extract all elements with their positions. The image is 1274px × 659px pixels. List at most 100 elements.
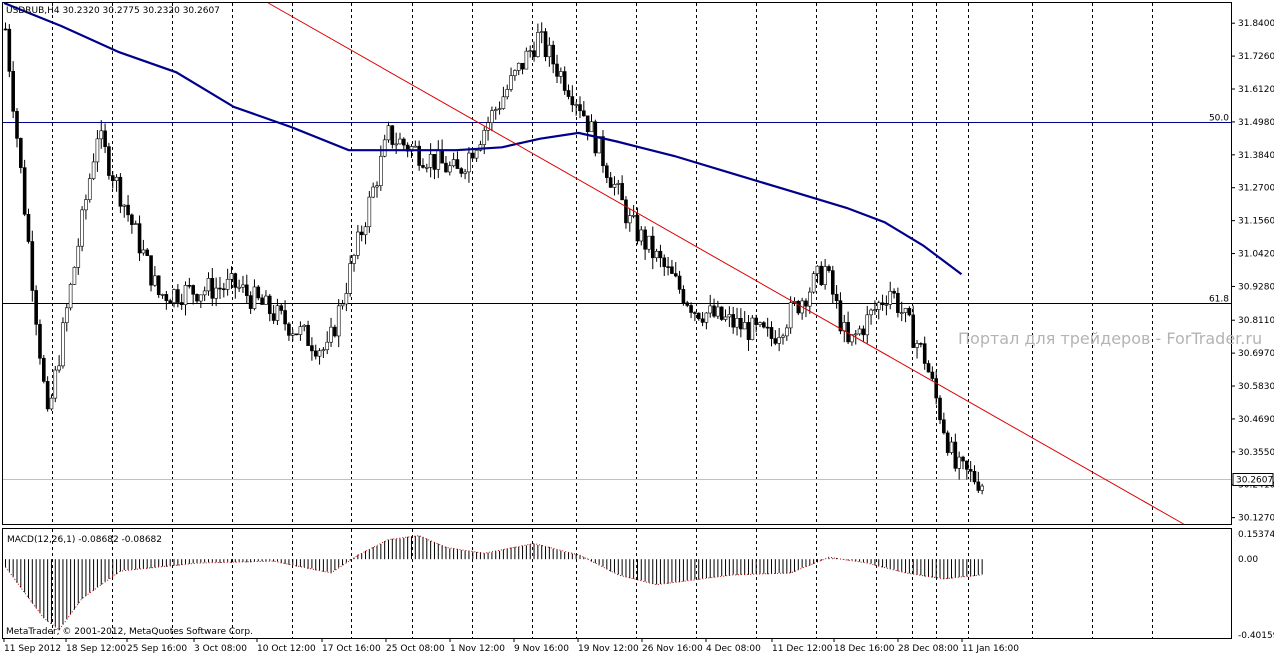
candle-body — [126, 204, 130, 216]
candle — [241, 275, 245, 294]
y-tick-label: 31.0420 — [1238, 250, 1274, 260]
candle-body — [302, 324, 307, 327]
candle — [329, 317, 333, 347]
x-tick-label: 28 Dec 08:00 — [898, 644, 959, 654]
macd-header: MACD(12,26,1) -0.08682 -0.08682 — [7, 535, 162, 545]
candle-body — [769, 327, 774, 339]
candle — [754, 314, 758, 333]
candle — [133, 220, 138, 225]
y-tick-label: 30.4690 — [1238, 415, 1274, 425]
candle — [693, 311, 697, 322]
candle-body — [444, 162, 448, 173]
candle-body — [11, 71, 15, 112]
candle-body — [673, 273, 678, 277]
candle — [22, 159, 27, 217]
candle — [53, 365, 58, 403]
candle-body — [876, 302, 881, 310]
x-tick-label: 10 Oct 12:00 — [257, 644, 316, 654]
candle — [493, 106, 498, 120]
candle-body — [156, 275, 161, 295]
x-tick-label: 25 Sep 16:00 — [127, 644, 187, 654]
candle — [417, 140, 421, 171]
candle-body — [114, 176, 119, 181]
candle — [424, 163, 429, 173]
candle — [922, 336, 927, 370]
candle-body — [153, 275, 157, 286]
candle-body — [528, 50, 533, 52]
candle — [516, 62, 521, 76]
y-tick-label: 30.1270 — [1238, 514, 1274, 524]
candle-body — [133, 223, 138, 225]
candle — [237, 279, 241, 292]
candle — [777, 328, 781, 352]
candle — [662, 254, 667, 276]
candle-body — [601, 136, 605, 167]
candle — [279, 303, 284, 315]
candle-body — [432, 153, 437, 170]
candle-body — [589, 121, 594, 133]
macd-panel[interactable] — [2, 528, 1232, 639]
candle-body — [765, 326, 770, 329]
x-tick-label: 11 Dec 12:00 — [772, 644, 833, 654]
candle-body — [930, 371, 935, 379]
candle — [582, 101, 586, 117]
candle-body — [620, 183, 624, 201]
candle — [980, 483, 984, 495]
candle-body — [972, 470, 977, 483]
candle — [467, 146, 471, 183]
candle-body — [742, 322, 747, 330]
candle-body — [68, 284, 73, 309]
candle-body — [294, 333, 299, 336]
candle — [344, 282, 349, 312]
candle-body — [248, 295, 253, 309]
candle — [911, 305, 916, 348]
candle-body — [41, 357, 46, 382]
candle-body — [555, 63, 559, 77]
candle — [627, 208, 632, 232]
candle — [666, 256, 670, 276]
candle — [214, 277, 218, 307]
candle-body — [597, 136, 601, 154]
candle-body — [72, 267, 77, 285]
candle — [926, 360, 931, 373]
candle — [15, 108, 19, 148]
candle-body — [333, 326, 337, 337]
x-tick-label: 1 Nov 12:00 — [450, 644, 505, 654]
candle-body — [857, 328, 862, 335]
candle-body — [260, 297, 264, 305]
candle — [919, 342, 923, 348]
candle-body — [662, 257, 667, 267]
candle — [658, 244, 663, 268]
candle-body — [267, 295, 272, 314]
candle-body — [758, 322, 762, 325]
candle — [267, 293, 272, 322]
candle-body — [493, 109, 498, 111]
candle-body — [110, 175, 115, 181]
candle — [873, 300, 877, 315]
candle — [80, 206, 84, 252]
candle-body — [440, 149, 444, 164]
candle — [681, 285, 686, 306]
candle — [696, 312, 701, 321]
candle-body — [570, 96, 575, 106]
candle-body — [880, 302, 885, 305]
candle-body — [363, 226, 368, 236]
candle — [252, 279, 257, 311]
candle-body — [750, 317, 755, 340]
candle-body — [3, 28, 8, 31]
candle — [340, 299, 345, 310]
candle-body — [168, 300, 172, 303]
candle — [968, 461, 973, 482]
candle — [310, 337, 314, 361]
candle — [746, 315, 751, 351]
candle — [103, 123, 107, 154]
candle-body — [87, 178, 92, 200]
candle-body — [585, 115, 590, 133]
y-tick-label: 30.5830 — [1238, 382, 1274, 392]
candle — [141, 239, 146, 256]
candle-body — [926, 363, 931, 373]
candle — [670, 259, 674, 275]
x-tick-label: 17 Oct 16:00 — [322, 644, 381, 654]
candle — [390, 125, 395, 149]
main-chart-panel[interactable] — [2, 2, 1232, 525]
